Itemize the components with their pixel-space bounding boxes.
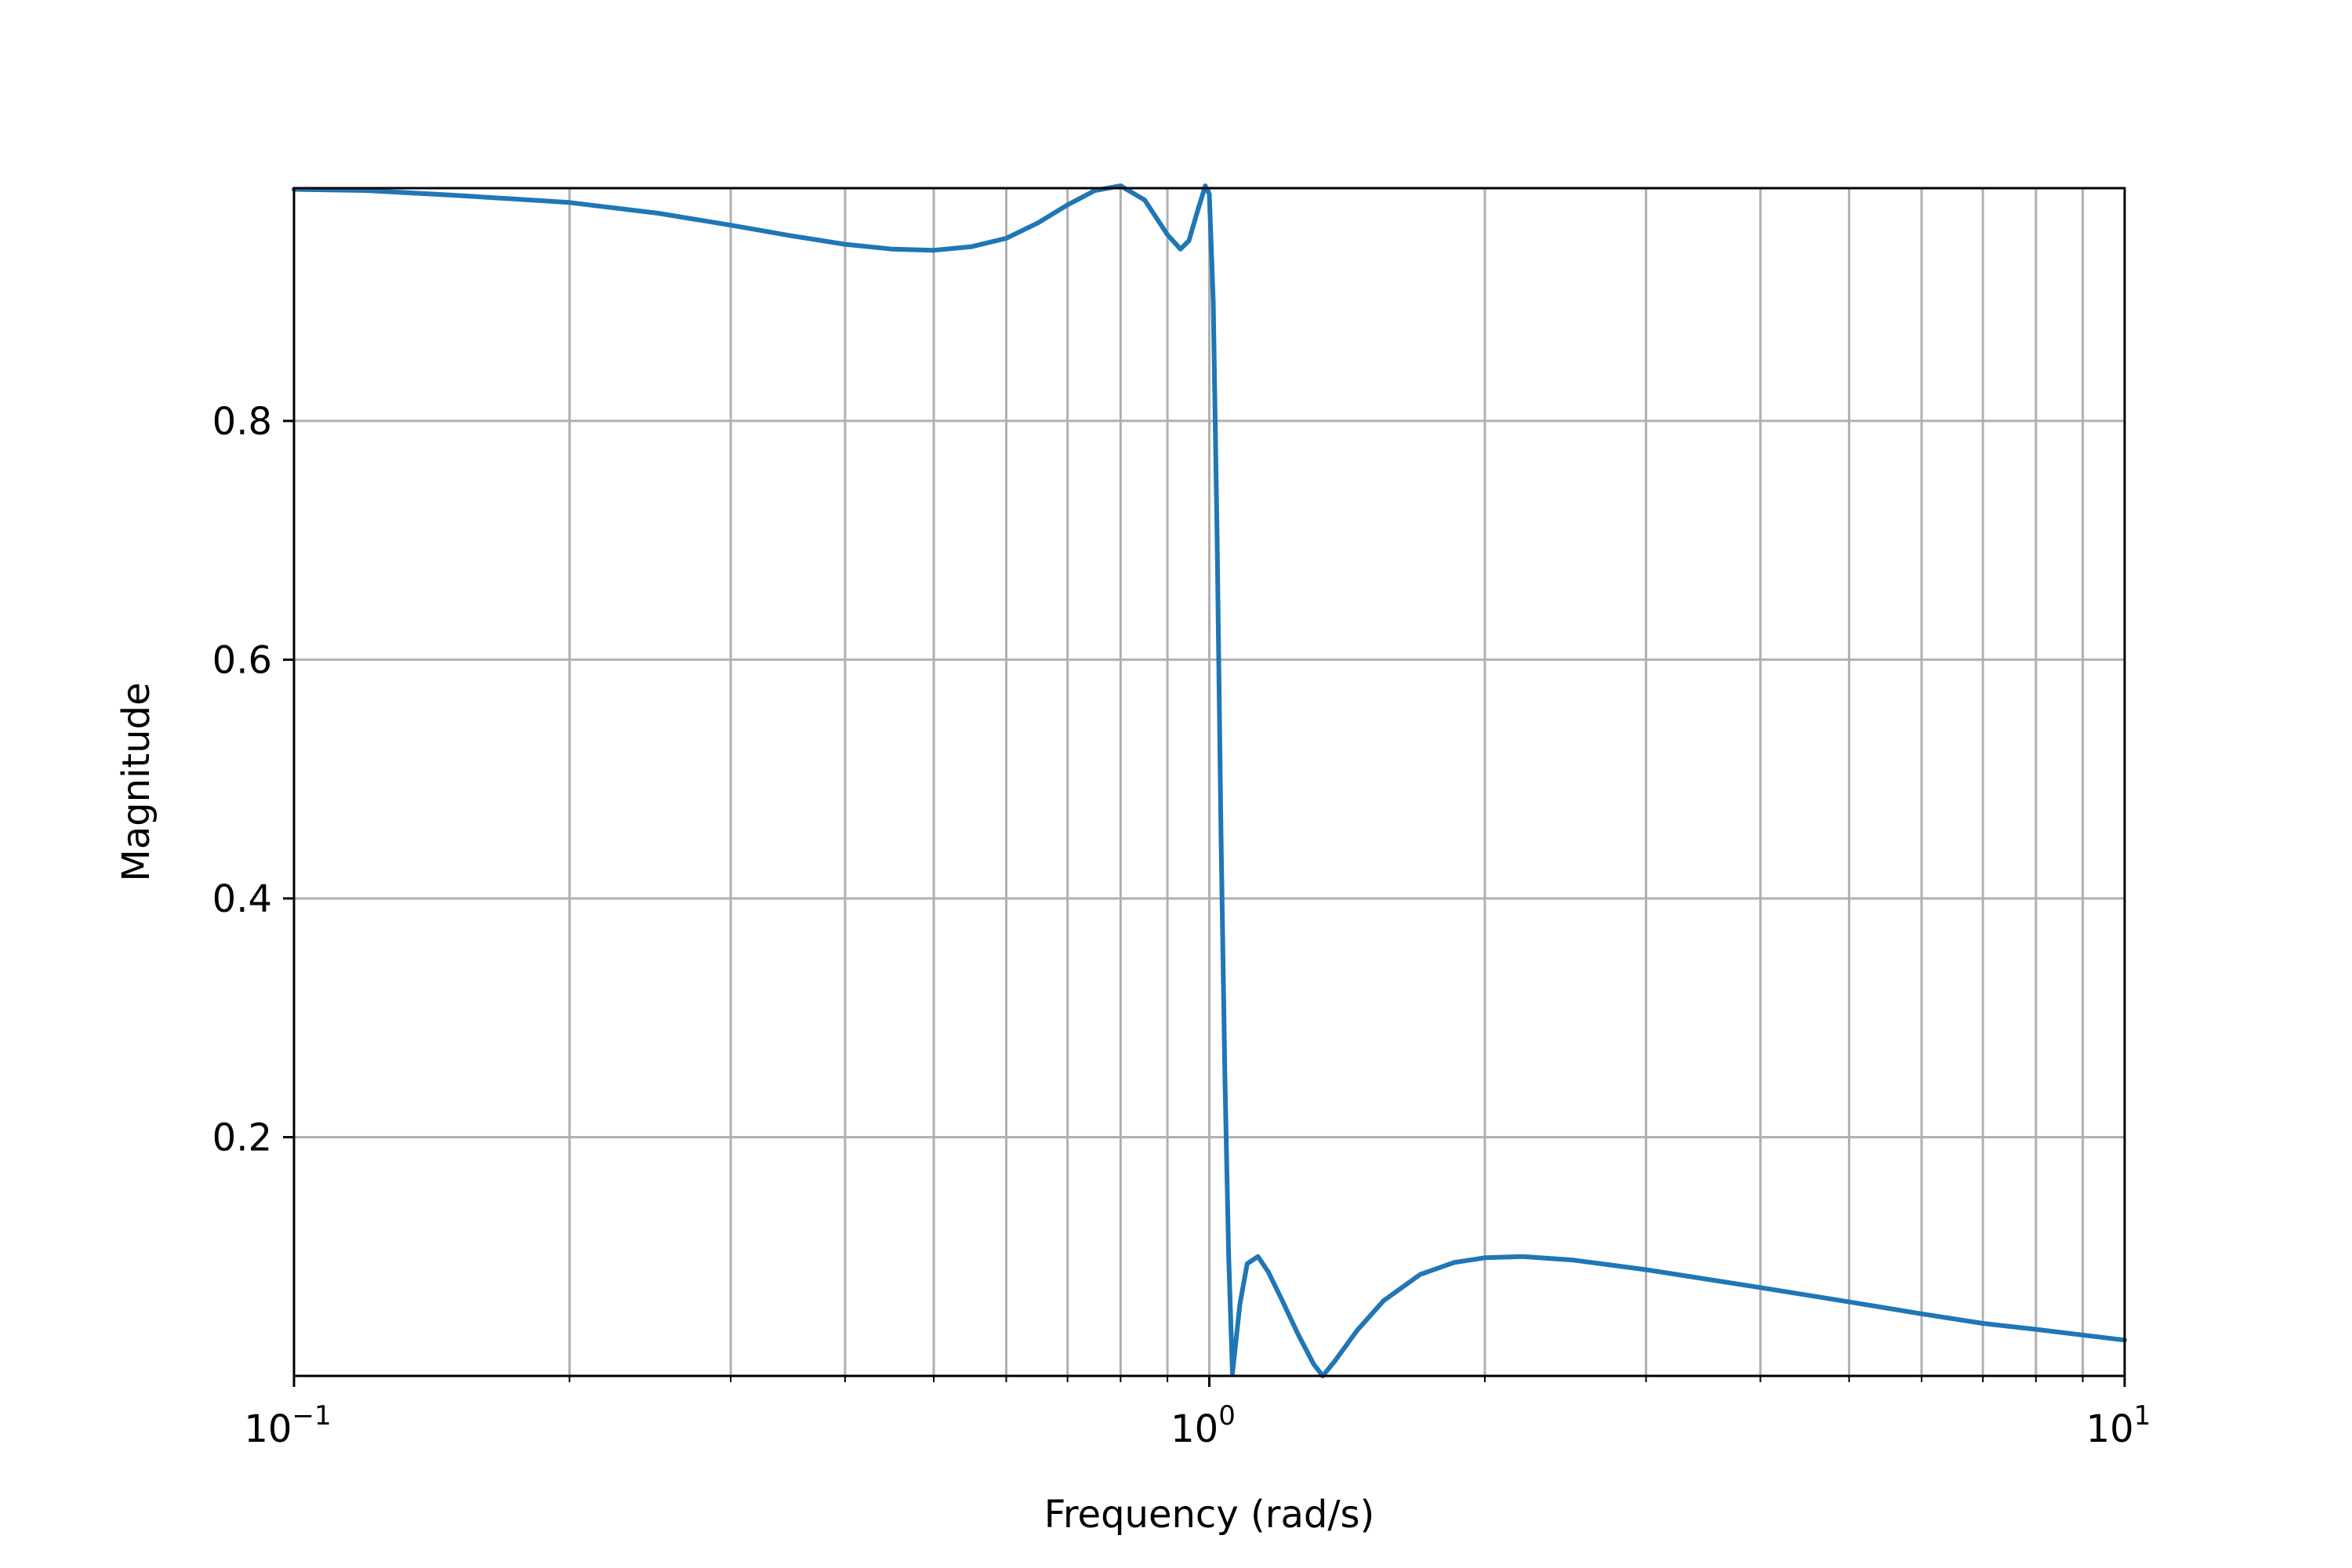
x-tick-label-exponent: 0 <box>1218 1400 1236 1432</box>
y-tick-label: 0.4 <box>212 877 272 921</box>
x-gridlines <box>292 188 2126 1376</box>
series-line <box>292 183 2127 1378</box>
y-tick-label: 0.8 <box>212 400 272 444</box>
x-tick-label: 10−1 <box>244 1400 331 1451</box>
y-axis-ticks: 0.2 0.4 0.6 0.8 <box>212 400 294 1160</box>
y-axis-label: Magnitude <box>114 682 158 881</box>
x-tick-label-base: 10 <box>244 1407 292 1451</box>
x-tick-label: 101 <box>2086 1400 2151 1451</box>
x-tick-label-base: 10 <box>2086 1407 2134 1451</box>
x-axis-label: Frequency (rad/s) <box>1044 1493 1374 1537</box>
y-tick-label: 0.2 <box>212 1116 272 1160</box>
x-tick-label-base: 10 <box>1171 1407 1218 1451</box>
x-axis-ticks: 10−1 100 101 <box>244 1376 2151 1451</box>
x-tick-label-exponent: 1 <box>2134 1400 2151 1432</box>
x-tick-label-exponent: −1 <box>292 1400 331 1432</box>
x-tick-label: 100 <box>1171 1400 1236 1451</box>
y-gridlines <box>294 419 2125 1138</box>
y-tick-label: 0.6 <box>212 638 272 682</box>
